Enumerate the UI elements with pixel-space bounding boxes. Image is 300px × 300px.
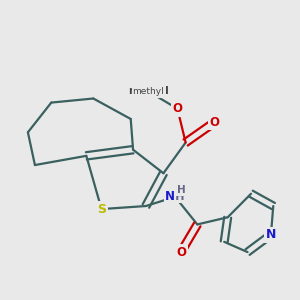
Text: NH: NH [166,192,184,202]
Text: methyl: methyl [132,87,164,96]
Text: O: O [210,116,220,128]
Text: N: N [165,190,175,203]
Text: S: S [97,202,106,216]
Text: O: O [172,102,182,115]
Text: N: N [266,228,276,241]
Text: O: O [176,246,186,259]
Text: methyl: methyl [128,86,169,96]
Text: H: H [177,185,186,196]
